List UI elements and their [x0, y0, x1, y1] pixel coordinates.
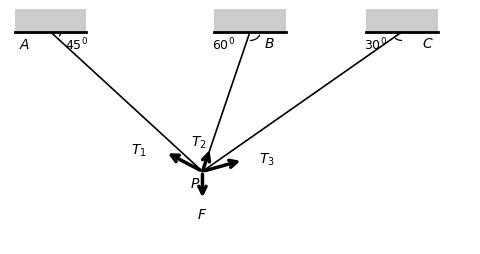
Text: $A$: $A$ — [19, 38, 30, 52]
Text: $T_2$: $T_2$ — [191, 134, 206, 150]
Text: $45^0$: $45^0$ — [65, 37, 88, 53]
Text: $T_1$: $T_1$ — [131, 142, 147, 158]
Text: $60^0$: $60^0$ — [212, 37, 235, 53]
Text: $P$: $P$ — [190, 177, 200, 190]
Bar — [214, 10, 285, 33]
Text: $F$: $F$ — [197, 207, 207, 221]
Bar — [366, 10, 437, 33]
Text: $T_3$: $T_3$ — [258, 151, 274, 167]
Text: $B$: $B$ — [263, 37, 274, 51]
Bar — [14, 10, 86, 33]
Text: $30^0$: $30^0$ — [364, 37, 387, 53]
Text: $C$: $C$ — [421, 37, 433, 51]
